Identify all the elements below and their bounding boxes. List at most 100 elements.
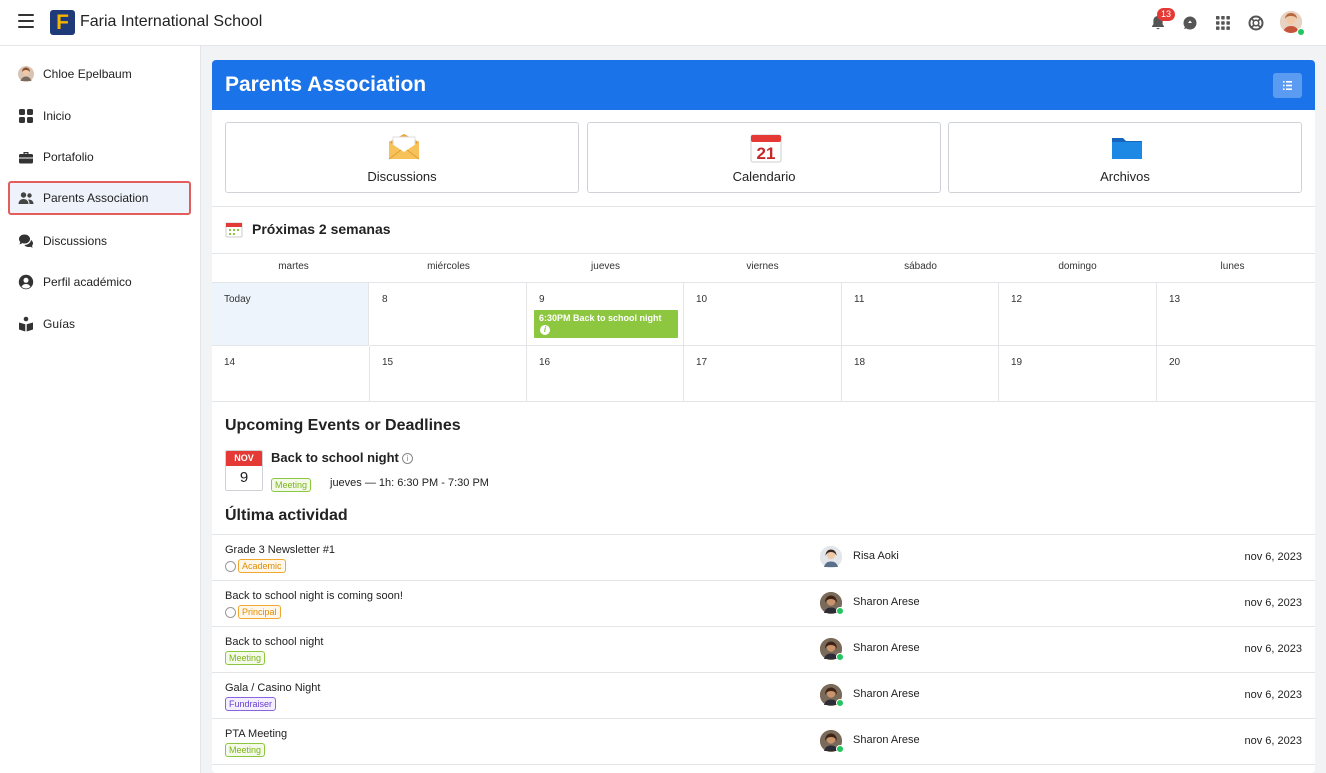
calendar-day-cell[interactable]: 11 bbox=[842, 283, 999, 346]
info-icon[interactable]: i bbox=[540, 325, 550, 335]
tile-discussions[interactable]: Discussions bbox=[225, 122, 579, 193]
tile-archivos[interactable]: Archivos bbox=[948, 122, 1302, 193]
online-status-dot bbox=[836, 699, 844, 707]
activity-title: Grade 3 Newsletter #1 bbox=[225, 544, 335, 556]
help-lifebuoy-icon[interactable] bbox=[1247, 14, 1265, 32]
envelope-icon bbox=[388, 133, 420, 161]
day-header: domingo bbox=[999, 261, 1156, 272]
calendar-day-cell[interactable]: 8 bbox=[370, 283, 527, 346]
author-name[interactable]: Risa Aoki bbox=[853, 550, 899, 562]
comment-bubble-icon bbox=[225, 561, 236, 572]
upcoming-event-title-text: Back to school night bbox=[271, 450, 399, 465]
sidebar-item-label: Discussions bbox=[43, 234, 107, 248]
sidebar-item-label: Perfil académico bbox=[43, 275, 132, 289]
author-avatar[interactable] bbox=[820, 592, 842, 614]
sidebar-item-label: Inicio bbox=[43, 109, 71, 123]
section-title-upcoming-events: Upcoming Events or Deadlines bbox=[225, 417, 461, 435]
section-title-latest-activity: Última actividad bbox=[225, 507, 348, 525]
school-logo[interactable]: F bbox=[50, 10, 75, 35]
day-header: jueves bbox=[527, 261, 684, 272]
comment-bubble-icon bbox=[225, 607, 236, 618]
dashboard-icon bbox=[18, 108, 34, 124]
apps-grid-icon[interactable] bbox=[1214, 14, 1232, 32]
author-name[interactable]: Sharon Arese bbox=[853, 734, 920, 746]
sidebar-item-profile[interactable]: Chloe Epelbaum bbox=[8, 57, 191, 91]
activity-title: Back to school night bbox=[225, 636, 323, 648]
page-header: Parents Association bbox=[212, 60, 1315, 110]
calendar-day-cell[interactable]: 13 bbox=[1157, 283, 1315, 346]
activity-row[interactable]: Back to school night Meeting Sharon Ares… bbox=[212, 627, 1315, 673]
author-name[interactable]: Sharon Arese bbox=[853, 596, 920, 608]
school-name[interactable]: Faria International School bbox=[80, 13, 262, 31]
day-header: martes bbox=[215, 261, 372, 272]
event-time: jueves — 1h: 6:30 PM - 7:30 PM bbox=[330, 477, 489, 489]
list-icon bbox=[1273, 73, 1302, 98]
tile-label: Archivos bbox=[949, 169, 1301, 184]
day-header: sábado bbox=[842, 261, 999, 272]
sidebar-item-label: Chloe Epelbaum bbox=[43, 67, 132, 81]
menu-icon[interactable] bbox=[18, 14, 34, 28]
sidebar: Chloe Epelbaum Inicio Portafolio Parents… bbox=[0, 46, 201, 773]
author-name[interactable]: Sharon Arese bbox=[853, 688, 920, 700]
activity-title: Back to school night is coming soon! bbox=[225, 590, 403, 602]
activity-date: nov 6, 2023 bbox=[1245, 597, 1303, 609]
activity-tag: Academic bbox=[238, 559, 286, 573]
activity-title: Gala / Casino Night bbox=[225, 682, 320, 694]
notification-badge: 13 bbox=[1157, 8, 1175, 21]
sidebar-item-portafolio[interactable]: Portafolio bbox=[8, 140, 191, 174]
calendar-event[interactable]: 6:30PM Back to school night i bbox=[534, 310, 678, 338]
divider bbox=[212, 206, 1315, 207]
activity-tag: Fundraiser bbox=[225, 697, 276, 711]
calendar-day-cell[interactable]: 15 bbox=[370, 346, 527, 402]
chat-icon bbox=[18, 233, 34, 249]
activity-date: nov 6, 2023 bbox=[1245, 643, 1303, 655]
calendar-day-cell[interactable]: 10 bbox=[684, 283, 842, 346]
activity-tag: Principal bbox=[238, 605, 281, 619]
author-avatar[interactable] bbox=[820, 546, 842, 568]
calendar-day-cell[interactable]: 19 bbox=[999, 346, 1157, 402]
sidebar-item-parents-association[interactable]: Parents Association bbox=[8, 181, 191, 215]
calendar-event-label: 6:30PM Back to school night bbox=[539, 313, 662, 323]
tile-calendario[interactable]: 21 Calendario bbox=[587, 122, 941, 193]
event-tag: Meeting bbox=[271, 478, 311, 492]
sidebar-item-inicio[interactable]: Inicio bbox=[8, 99, 191, 133]
calendar-small-icon bbox=[225, 222, 243, 238]
briefcase-icon bbox=[18, 149, 34, 165]
sidebar-item-perfil-academico[interactable]: Perfil académico bbox=[8, 265, 191, 299]
info-icon[interactable]: i bbox=[402, 453, 413, 464]
author-avatar[interactable] bbox=[820, 730, 842, 752]
calendar-day-cell[interactable]: 18 bbox=[842, 346, 999, 402]
day-header: viernes bbox=[684, 261, 841, 272]
online-status-dot bbox=[836, 745, 844, 753]
calendar-day-cell[interactable]: 16 bbox=[527, 346, 684, 402]
calendar-day-cell[interactable]: Today bbox=[212, 283, 369, 346]
calendar-day-cell[interactable]: 14 bbox=[212, 346, 370, 402]
sidebar-item-discussions[interactable]: Discussions bbox=[8, 224, 191, 258]
user-avatar bbox=[18, 66, 34, 82]
activity-row[interactable]: Gala / Casino Night Fundraiser Sharon Ar… bbox=[212, 673, 1315, 719]
svg-text:21: 21 bbox=[757, 144, 776, 163]
activity-date: nov 6, 2023 bbox=[1245, 689, 1303, 701]
author-name[interactable]: Sharon Arese bbox=[853, 642, 920, 654]
calendar-day-cell[interactable]: 20 bbox=[1157, 346, 1315, 402]
upcoming-event-title[interactable]: Back to school night i bbox=[271, 450, 413, 465]
activity-tag: Meeting bbox=[225, 743, 265, 757]
book-reader-icon bbox=[18, 316, 34, 332]
calendar-day-cell[interactable]: 17 bbox=[684, 346, 842, 402]
activity-row[interactable]: PTA Meeting Meeting Sharon Arese nov 6, … bbox=[212, 719, 1315, 765]
messages-icon[interactable] bbox=[1181, 14, 1199, 32]
activity-row[interactable]: Back to school night is coming soon! Pri… bbox=[212, 581, 1315, 627]
calendar-day-cell[interactable]: 12 bbox=[999, 283, 1157, 346]
event-date-badge: NOV 9 bbox=[225, 450, 263, 491]
user-circle-icon bbox=[18, 274, 34, 290]
author-avatar[interactable] bbox=[820, 638, 842, 660]
tile-label: Discussions bbox=[226, 169, 578, 184]
divider bbox=[212, 253, 1315, 254]
sidebar-item-guias[interactable]: Guías bbox=[8, 307, 191, 341]
page-title: Parents Association bbox=[225, 73, 426, 97]
list-view-button[interactable] bbox=[1273, 73, 1302, 98]
activity-row[interactable]: Grade 3 Newsletter #1 Academic Risa Aoki… bbox=[212, 535, 1315, 581]
author-avatar[interactable] bbox=[820, 684, 842, 706]
tile-label: Calendario bbox=[588, 169, 940, 184]
event-month: NOV bbox=[226, 451, 262, 466]
